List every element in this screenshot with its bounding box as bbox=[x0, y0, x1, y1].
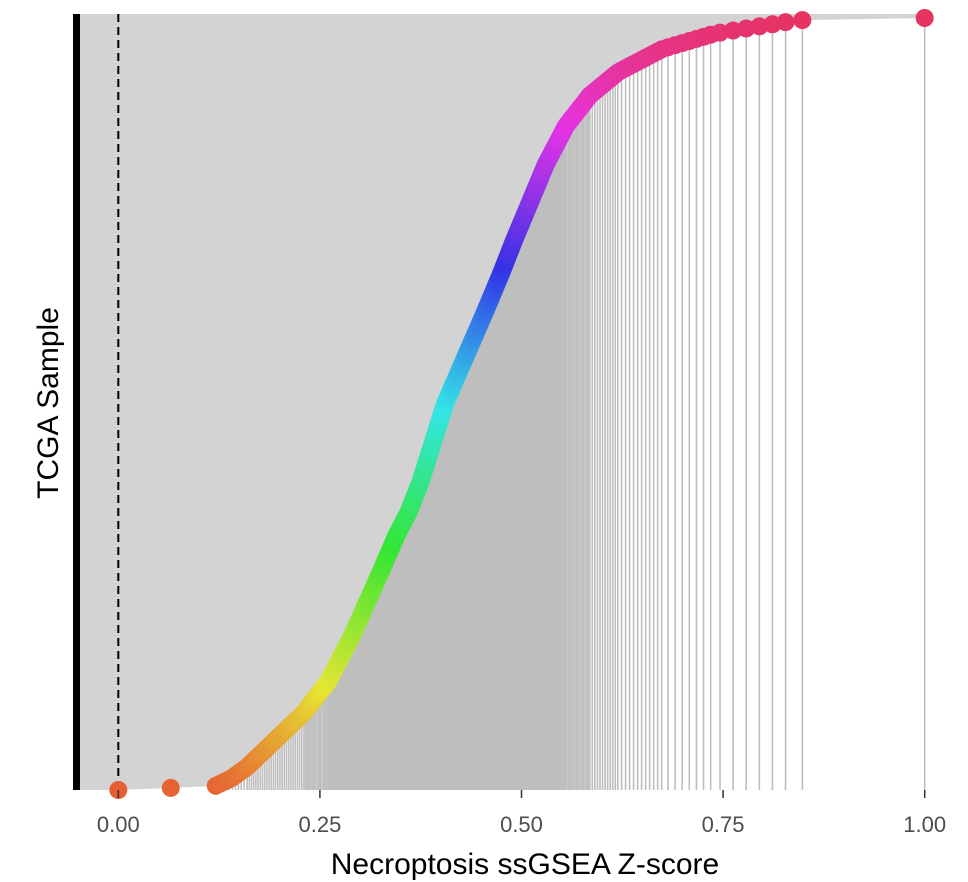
x-tick-label: 0.25 bbox=[298, 812, 341, 837]
y-axis-title: TCGA Sample bbox=[32, 307, 65, 499]
x-tick-label: 0.75 bbox=[702, 812, 745, 837]
sample-stems bbox=[169, 18, 926, 790]
sample-point bbox=[915, 9, 934, 27]
plot-panel bbox=[73, 9, 934, 799]
x-tick-label: 1.00 bbox=[903, 812, 946, 837]
sample-points bbox=[109, 9, 934, 799]
x-axis-title: Necroptosis ssGSEA Z-score bbox=[331, 848, 719, 881]
area-under-curve bbox=[78, 14, 925, 790]
sample-point bbox=[776, 13, 795, 32]
x-tick-label: 0.00 bbox=[97, 812, 140, 837]
x-axis: 0.00 0.25 0.50 0.75 1.00 bbox=[97, 790, 946, 837]
left-axis-bar bbox=[73, 14, 80, 790]
x-tick-label: 0.50 bbox=[500, 812, 543, 837]
sample-point bbox=[793, 11, 812, 30]
sample-point bbox=[161, 778, 180, 797]
